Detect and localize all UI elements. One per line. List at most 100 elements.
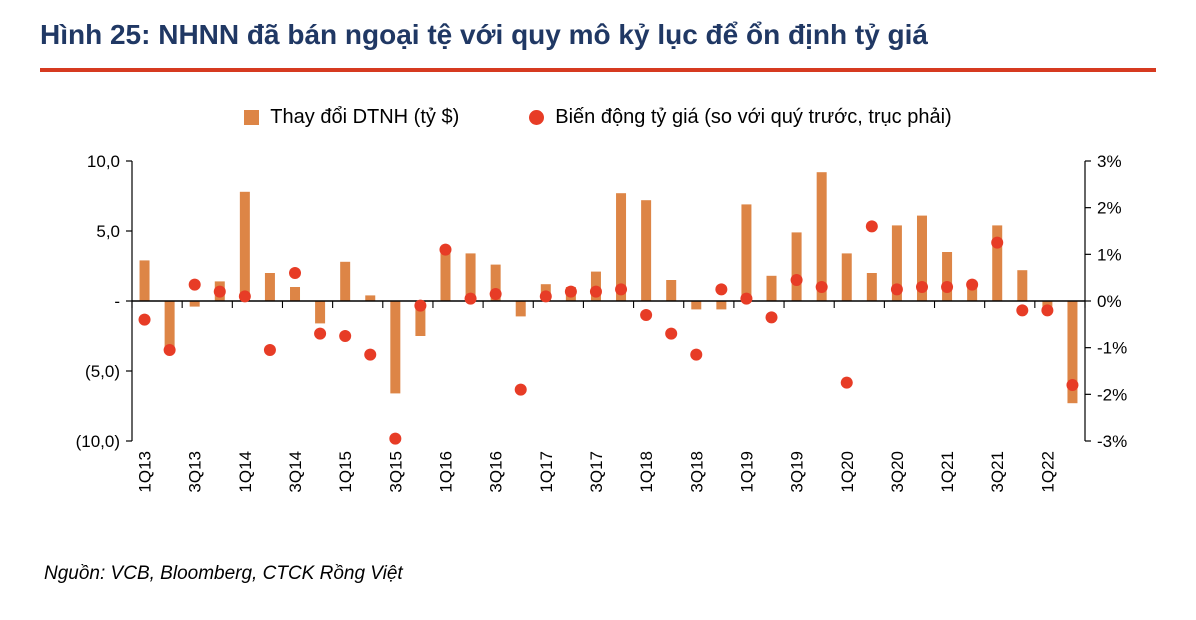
right-axis-label: -2% [1097, 385, 1127, 404]
bar [616, 192, 627, 301]
bar [841, 253, 852, 301]
bar [942, 251, 953, 301]
dot [263, 343, 276, 356]
dot [238, 290, 251, 303]
bar [440, 251, 451, 301]
legend-item-reserves: Thay đổi DTNH (tỷ $) [244, 106, 459, 129]
dot [414, 299, 427, 312]
dot [564, 285, 577, 298]
dot [640, 308, 653, 321]
x-axis-label: 1Q21 [938, 451, 957, 493]
right-axis-label: 1% [1097, 245, 1122, 264]
dot [213, 285, 226, 298]
source-note: Nguồn: VCB, Bloomberg, CTCK Rồng Việt [44, 562, 403, 584]
bar [641, 199, 652, 301]
left-axis-label: (5,0) [85, 362, 120, 381]
bar [816, 171, 827, 301]
bar-series-swatch-icon [244, 109, 260, 125]
dot [539, 290, 552, 303]
bar [164, 300, 175, 352]
x-axis-label: 3Q18 [687, 451, 706, 493]
right-axis-label: 3% [1097, 152, 1122, 171]
bar [239, 191, 250, 301]
dot [389, 432, 402, 445]
right-axis-label: 0% [1097, 292, 1122, 311]
x-axis-label: 1Q19 [737, 451, 756, 493]
bar [1017, 269, 1028, 301]
figure-title: Hình 25: NHNN đã bán ngoại tệ với quy mô… [40, 19, 929, 50]
chart-legend: Thay đổi DTNH (tỷ $) Biến động tỷ giá (s… [0, 106, 1196, 129]
legend-label-fx-rate: Biến động tỷ giá (so với quý trước, trục… [555, 105, 952, 128]
dot-series-swatch-icon [529, 109, 545, 125]
bar [465, 253, 476, 301]
dot [138, 313, 151, 326]
dot [865, 220, 878, 233]
dot [188, 278, 201, 291]
dot [589, 285, 602, 298]
dot [815, 280, 828, 293]
right-axis-label: -1% [1097, 338, 1127, 357]
bar [741, 204, 752, 301]
bar [716, 300, 727, 310]
dot [890, 283, 903, 296]
dot [489, 287, 502, 300]
bar [390, 300, 401, 394]
dot [514, 383, 527, 396]
dot [665, 327, 678, 340]
dot [364, 348, 377, 361]
chart-canvas: 10,0 5,0 - (5,0) (10,0) 3% 2% 1% 0% -1% -2% -3% 1Q13… [76, 152, 1128, 493]
dot [163, 343, 176, 356]
x-axis-label: 1Q20 [838, 451, 857, 493]
bar [666, 279, 677, 301]
bar [264, 272, 275, 301]
dot [615, 283, 628, 296]
dot [1016, 304, 1029, 317]
bar [791, 232, 802, 301]
left-axis-label: - [114, 292, 120, 311]
dot [715, 283, 728, 296]
bar [365, 295, 376, 301]
bar [1042, 300, 1053, 307]
x-axis-label: 3Q19 [788, 451, 807, 493]
bar [891, 225, 902, 301]
right-axis-label: 2% [1097, 198, 1122, 217]
dot [765, 311, 778, 324]
bar [415, 300, 426, 336]
dot [941, 280, 954, 293]
x-axis-label: 3Q14 [286, 451, 305, 493]
legend-label-reserves: Thay đổi DTNH (tỷ $) [270, 105, 460, 128]
bar [766, 275, 777, 301]
x-axis-label: 1Q18 [637, 451, 656, 493]
x-axis-label: 3Q17 [587, 451, 606, 493]
x-axis-label: 1Q15 [336, 451, 355, 493]
legend-item-fx-rate: Biến động tỷ giá (so với quý trước, trục… [529, 105, 952, 129]
bar [916, 215, 927, 301]
left-axis-label: 10,0 [87, 152, 120, 171]
dot [690, 348, 703, 361]
bar [340, 261, 351, 301]
dot [314, 327, 327, 340]
bar [967, 281, 978, 301]
x-axis-label: 1Q16 [436, 451, 455, 493]
bar [866, 272, 877, 301]
bar [189, 300, 200, 307]
x-axis-label: 3Q16 [487, 451, 506, 493]
bar [992, 225, 1003, 301]
bar [139, 260, 150, 301]
dot [339, 329, 352, 342]
x-axis-label: 1Q17 [537, 451, 556, 493]
x-axis-label: 3Q20 [888, 451, 907, 493]
x-axis-label: 3Q21 [988, 451, 1007, 493]
x-axis-label: 3Q15 [386, 451, 405, 493]
bar [315, 300, 326, 324]
bar [490, 264, 501, 301]
dot [1041, 304, 1054, 317]
x-axis-label: 3Q13 [186, 451, 205, 493]
right-axis-label: -3% [1097, 432, 1127, 451]
dot [289, 266, 302, 279]
left-axis-label: (10,0) [76, 432, 120, 451]
dot [991, 236, 1004, 249]
dot [790, 273, 803, 286]
x-axis-label: 1Q13 [136, 451, 155, 493]
x-axis-label: 1Q14 [236, 451, 255, 493]
